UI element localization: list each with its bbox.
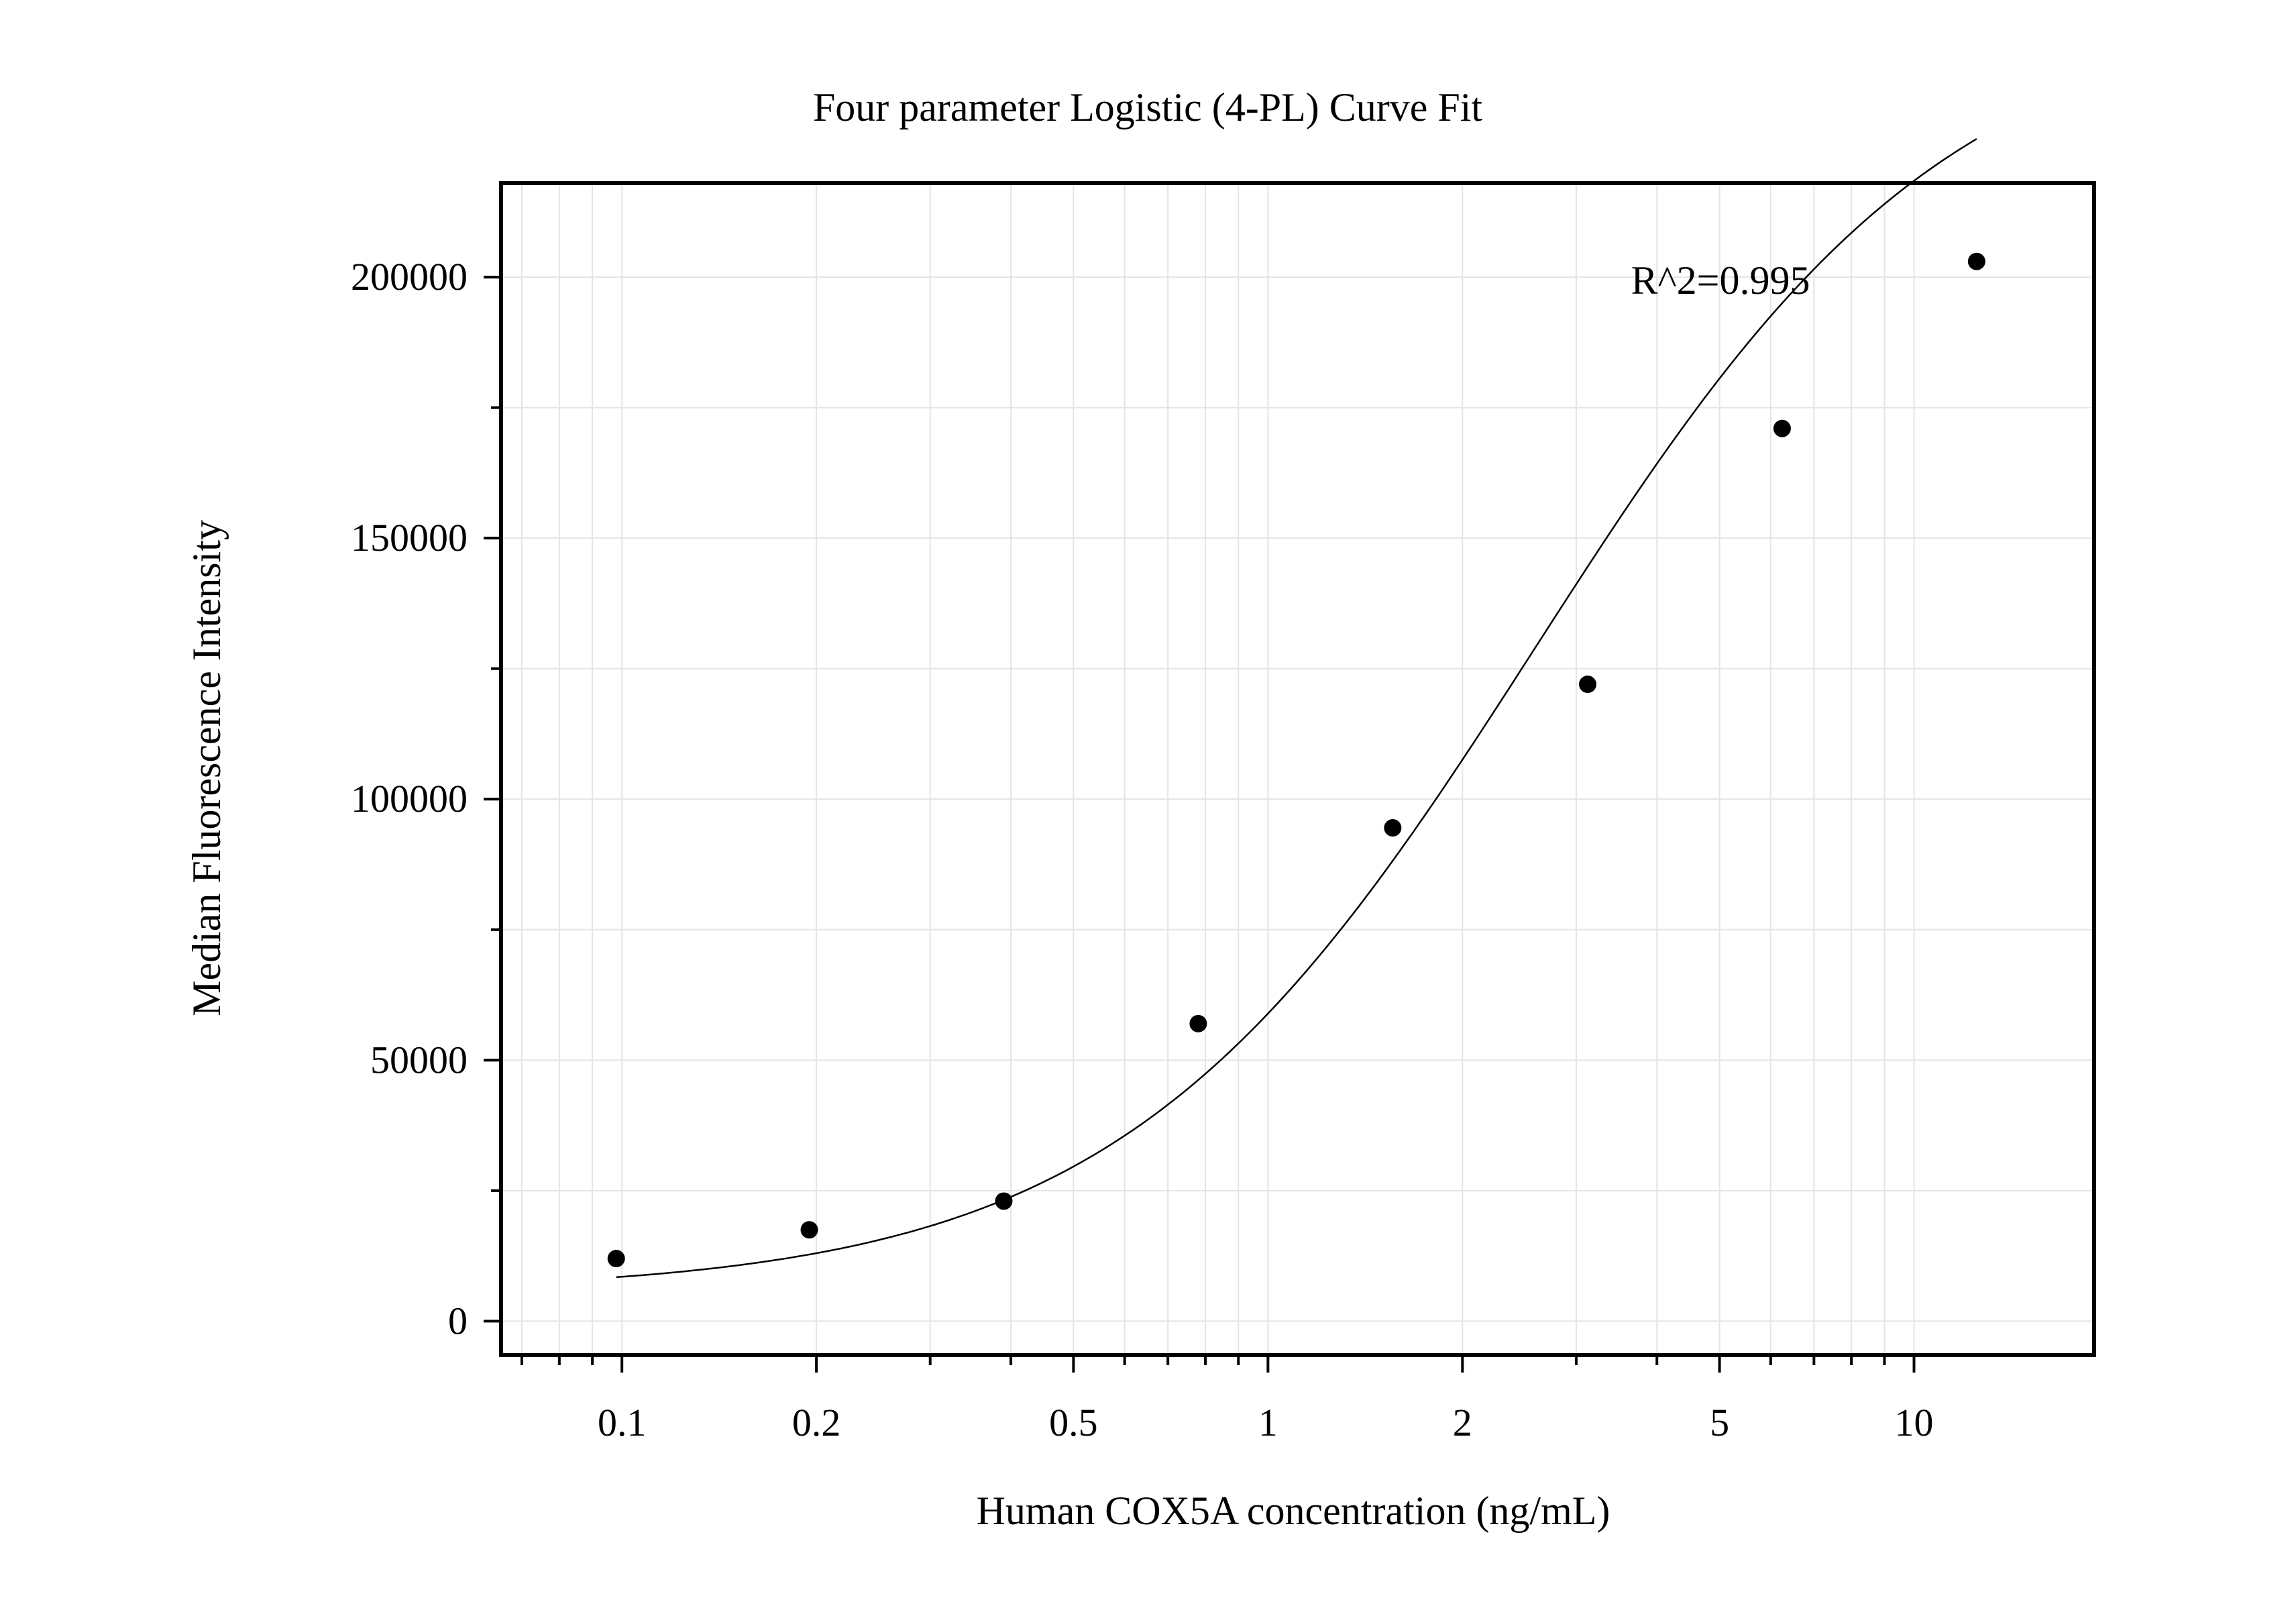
data-points (607, 252, 1985, 1268)
x-tick-label: 0.1 (598, 1401, 647, 1444)
data-point (1384, 819, 1402, 837)
data-point (607, 1250, 625, 1268)
data-point (1967, 252, 1985, 270)
y-axis-label: Median Fluorescence Intensity (184, 520, 229, 1016)
x-tick-labels: 0.1 0.2 0.5 1 2 5 10 (598, 1401, 1934, 1444)
y-tick-labels: 0 50000 100000 150000 200000 (351, 255, 468, 1342)
grid (501, 183, 2094, 1355)
data-point (800, 1221, 818, 1239)
y-tick-label: 100000 (351, 777, 468, 820)
data-point (995, 1192, 1013, 1210)
x-tick-label: 10 (1895, 1401, 1934, 1444)
x-tick-label: 5 (1710, 1401, 1729, 1444)
y-tick-label: 150000 (351, 516, 468, 559)
data-point (1189, 1014, 1207, 1032)
y-tick-label: 200000 (351, 255, 468, 299)
fit-curve (616, 138, 1977, 1279)
chart-title: Four parameter Logistic (4-PL) Curve Fit (813, 85, 1482, 129)
x-tick-label: 0.5 (1049, 1401, 1098, 1444)
data-point (1773, 419, 1791, 437)
x-tick-label: 2 (1453, 1401, 1472, 1444)
plot-frame (499, 181, 2096, 1357)
x-tick-label: 0.2 (792, 1401, 841, 1444)
y-tick-label: 50000 (370, 1038, 468, 1081)
data-point (1578, 676, 1596, 694)
y-tick-label: 0 (448, 1299, 468, 1342)
x-axis-label: Human COX5A concentration (ng/mL) (977, 1489, 1610, 1533)
axis-ticks (484, 276, 1916, 1373)
r-squared-annotation: R^2=0.995 (1631, 258, 1810, 303)
x-tick-label: 1 (1258, 1401, 1278, 1444)
